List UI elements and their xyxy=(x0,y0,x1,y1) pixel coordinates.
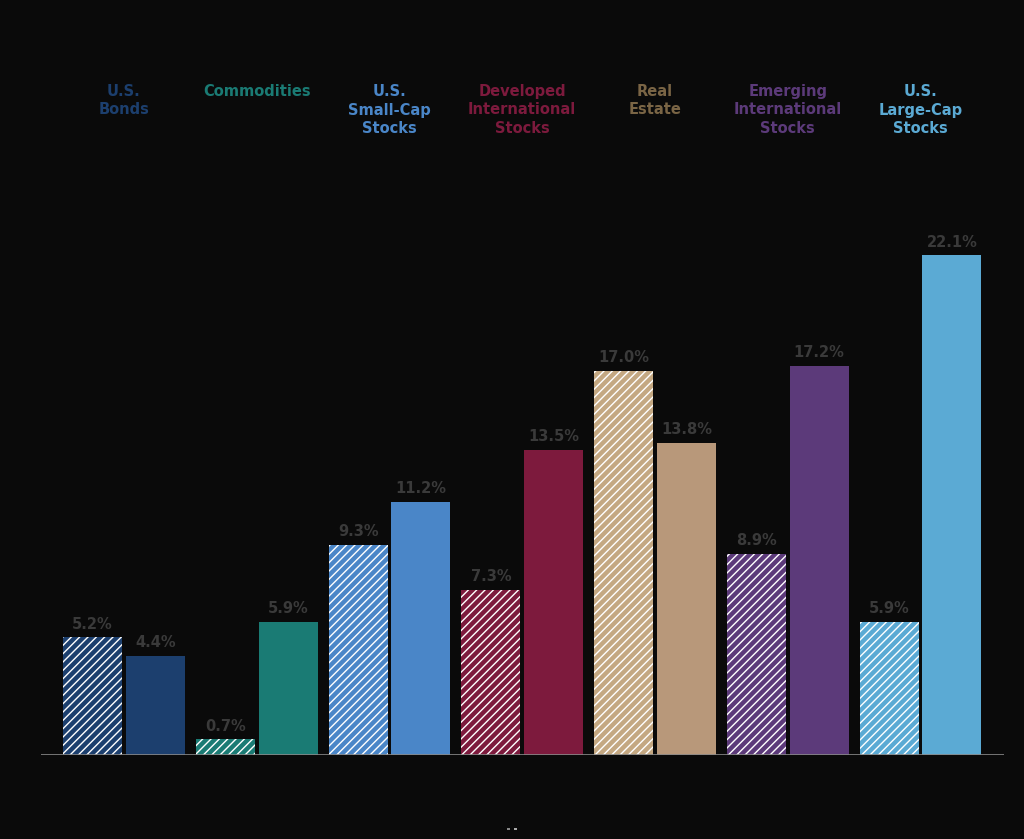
Bar xyxy=(329,545,388,755)
Text: 4.4%: 4.4% xyxy=(135,635,175,650)
Bar xyxy=(63,638,122,755)
Bar xyxy=(126,655,184,755)
Bar xyxy=(727,554,786,755)
Text: Commodities: Commodities xyxy=(203,84,310,99)
Bar xyxy=(391,502,451,755)
Text: 5.9%: 5.9% xyxy=(267,601,308,616)
Bar xyxy=(656,443,716,755)
Text: Developed
International
Stocks: Developed International Stocks xyxy=(468,84,577,136)
Bar xyxy=(63,638,122,755)
Bar xyxy=(258,622,317,755)
Bar xyxy=(727,554,786,755)
Legend: , : , xyxy=(508,828,516,830)
Text: 7.3%: 7.3% xyxy=(471,570,511,584)
Text: U.S.
Bonds: U.S. Bonds xyxy=(98,84,150,117)
Text: 5.9%: 5.9% xyxy=(868,601,909,616)
Text: 17.0%: 17.0% xyxy=(598,350,649,365)
Bar xyxy=(196,739,255,755)
Text: 13.8%: 13.8% xyxy=(660,422,712,437)
Bar xyxy=(462,590,520,755)
Bar xyxy=(860,622,919,755)
Text: Emerging
International
Stocks: Emerging International Stocks xyxy=(733,84,842,136)
Bar xyxy=(790,366,849,755)
Text: 0.7%: 0.7% xyxy=(205,719,246,733)
Bar xyxy=(594,371,653,755)
Text: 5.2%: 5.2% xyxy=(73,617,113,632)
Text: 8.9%: 8.9% xyxy=(736,533,777,548)
Text: 11.2%: 11.2% xyxy=(395,481,446,496)
Text: 17.2%: 17.2% xyxy=(794,346,845,361)
Bar xyxy=(329,545,388,755)
Text: 22.1%: 22.1% xyxy=(927,235,977,250)
Bar xyxy=(923,255,981,755)
Bar xyxy=(860,622,919,755)
Text: U.S.
Small-Cap
Stocks: U.S. Small-Cap Stocks xyxy=(348,84,431,136)
Bar xyxy=(594,371,653,755)
Text: U.S.
Large-Cap
Stocks: U.S. Large-Cap Stocks xyxy=(879,84,963,136)
Text: Real
Estate: Real Estate xyxy=(629,84,681,117)
Bar xyxy=(462,590,520,755)
Text: 13.5%: 13.5% xyxy=(528,429,580,444)
Text: 9.3%: 9.3% xyxy=(338,524,379,539)
Bar xyxy=(524,450,583,755)
Bar xyxy=(196,739,255,755)
